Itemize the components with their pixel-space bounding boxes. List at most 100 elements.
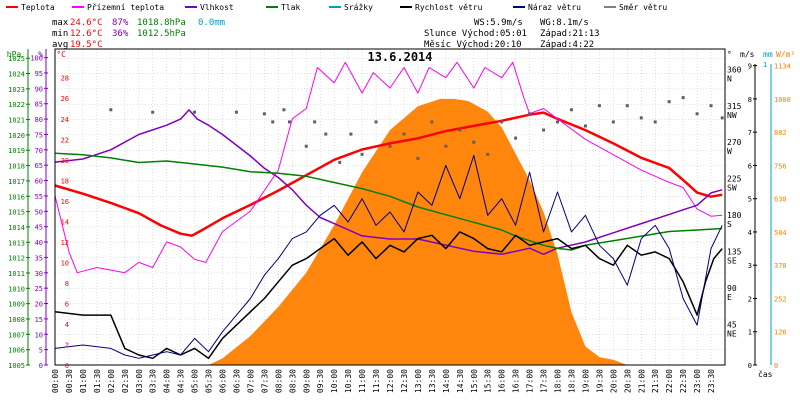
wind-dir-point (569, 108, 573, 112)
wind-dir-point (193, 110, 197, 114)
pct-tick-label: 60 (35, 178, 43, 186)
x-tick-label: 04:00 (163, 369, 172, 393)
x-tick-label: 02:00 (107, 369, 116, 393)
pct-tick-label: 70 (35, 147, 43, 155)
hpa-tick-label: 1007 (8, 331, 25, 339)
degc-tick-label: 20 (61, 157, 69, 165)
chart-title: 13.6.2014 (367, 50, 432, 64)
plot-border (54, 48, 726, 366)
legend-item: Rychlost větru (415, 3, 483, 12)
wind-dir-points (109, 96, 724, 164)
ms-tick-label: 4 (748, 229, 752, 237)
x-tick-label: 10:30 (344, 369, 353, 393)
deg-dir-label: NE (727, 330, 737, 339)
x-tick-label: 15:00 (470, 369, 479, 393)
x-tick-label: 01:00 (79, 369, 88, 393)
plot-frame (54, 48, 726, 366)
mm-axis-label: mm (763, 50, 773, 59)
wind-gust-info: WG:8.1m/s (540, 18, 589, 28)
wind-dir-point (151, 110, 155, 114)
wind-dir-point (597, 104, 601, 108)
hpa-tick-label: 1018 (8, 163, 25, 171)
solar-area (208, 98, 628, 366)
hpa-tick-label: 1010 (8, 285, 25, 293)
wm2-tick-label: 1008 (774, 96, 791, 104)
pct-tick-label: 80 (35, 116, 43, 124)
ms-axis-label: m/s (740, 50, 755, 59)
x-tick-label: 07:30 (260, 369, 269, 393)
ms-tick-label: 3 (748, 262, 752, 270)
x-tick-label: 17:30 (540, 369, 549, 393)
wind-dir-point (402, 132, 406, 136)
deg-tick-label: 90 (727, 284, 737, 293)
x-tick-label: 15:30 (484, 369, 493, 393)
wind-dir-point (430, 120, 434, 124)
ms-tick-label: 5 (748, 196, 752, 204)
hpa-tick-label: 1017 (8, 178, 25, 186)
degc-tick-label: 28 (61, 75, 69, 83)
pct-tick-label: 20 (35, 301, 43, 309)
pct-tick-label: 85 (35, 101, 43, 109)
wind-dir-point (528, 112, 532, 116)
wind-dir-point (109, 108, 113, 112)
hpa-tick-label: 1020 (8, 132, 25, 140)
x-tick-label: 18:00 (554, 369, 563, 393)
degc-tick-label: 24 (61, 116, 69, 124)
ms-tick-label: 1 (748, 329, 752, 337)
legend-item: Vlhkost (200, 3, 234, 12)
ms-tick-label: 8 (748, 96, 752, 104)
wind-dir-point (681, 96, 685, 100)
stat-max-rain: 0.0mm (198, 18, 225, 28)
deg-tick-label: 135 (727, 248, 742, 257)
legend-item: Tlak (281, 3, 300, 12)
deg-dir-label: E (727, 293, 732, 302)
wind-dir-point (611, 120, 615, 124)
stat-max-hum: 87% (112, 18, 129, 28)
pct-tick-label: 5 (39, 347, 43, 355)
pct-tick-label: 55 (35, 193, 43, 201)
wind-dir-point (667, 100, 671, 104)
x-tick-label: 16:30 (512, 369, 521, 393)
series-humidity-line (54, 109, 723, 256)
x-tick-label: 22:00 (665, 369, 674, 393)
wind-sun-info: WS:5.9m/s WG:8.1m/s Slunce Východ:05:01 … (424, 18, 600, 50)
wind-dir-point (639, 116, 643, 120)
axes: 1005100610071008100910101011101210131014… (7, 49, 795, 393)
pct-tick-label: 90 (35, 85, 43, 93)
stat-avg-temp: 19.5°C (70, 40, 103, 50)
hpa-tick-label: 1024 (8, 71, 25, 79)
hpa-tick-label: 1013 (8, 239, 25, 247)
x-tick-label: 04:30 (177, 369, 186, 393)
deg-tick-label: 270 (727, 138, 742, 147)
degc-tick-label: 8 (65, 280, 69, 288)
stats-block: max 24.6°C 87% 1018.8hPa 0.0mm min 12.6°… (52, 18, 225, 50)
wm2-axis-label: W/m² (776, 50, 795, 59)
degc-tick-label: 16 (61, 198, 69, 206)
stat-max-label: max (52, 18, 69, 28)
pct-tick-label: 65 (35, 162, 43, 170)
x-tick-label: 00:30 (65, 369, 74, 393)
deg-dir-label: SE (727, 257, 737, 266)
degc-tick-label: 14 (61, 218, 69, 226)
pct-tick-label: 50 (35, 208, 43, 216)
hpa-tick-label: 1014 (8, 224, 25, 232)
x-tick-label: 09:00 (302, 369, 311, 393)
degc-tick-label: 26 (61, 95, 69, 103)
pct-tick-label: 10 (35, 331, 43, 339)
x-tick-label: 23:00 (693, 369, 702, 393)
series-pressure-line (54, 152, 723, 251)
wind-dir-point (288, 120, 291, 124)
degc-tick-label: 22 (61, 136, 69, 144)
wm2-tick-label: 126 (774, 329, 787, 337)
wind-dir-point (542, 128, 546, 132)
deg-tick-label: 315 (727, 102, 742, 111)
pct-tick-label: 75 (35, 131, 43, 139)
pct-tick-label: 25 (35, 285, 43, 293)
series-solar-area (208, 98, 628, 366)
hpa-tick-label: 1012 (8, 255, 25, 263)
hpa-tick-label: 1006 (8, 347, 25, 355)
deg-dir-label: W (727, 147, 732, 156)
deg-dir-label: N (727, 74, 732, 83)
deg-dir-label: NW (727, 111, 737, 120)
